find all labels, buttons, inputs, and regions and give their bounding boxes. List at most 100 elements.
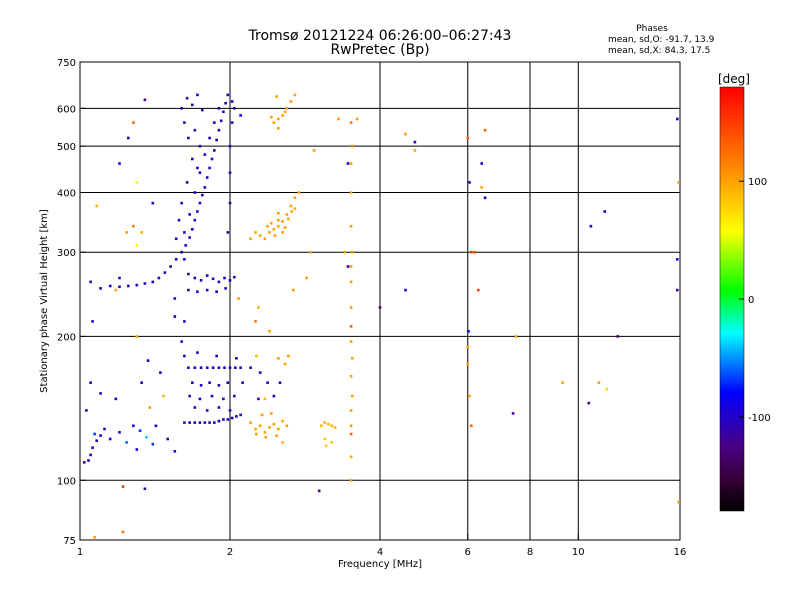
data-point	[188, 213, 191, 216]
data-point	[198, 421, 202, 424]
data-point	[145, 436, 148, 439]
data-point	[118, 162, 121, 165]
data-point	[466, 136, 469, 140]
data-point	[87, 459, 90, 462]
data-point	[283, 110, 287, 114]
stats-o-mode: mean, sd,O: -91.7, 13.9	[608, 35, 715, 45]
data-point	[226, 231, 230, 234]
data-point	[154, 424, 158, 428]
data-point	[470, 424, 473, 428]
data-point	[118, 276, 121, 280]
data-point	[249, 366, 252, 369]
data-point	[233, 275, 236, 279]
data-point	[270, 412, 273, 415]
data-point	[183, 121, 186, 124]
data-point	[268, 426, 271, 429]
data-point	[183, 320, 186, 323]
data-point	[323, 437, 327, 441]
data-point	[483, 128, 487, 132]
data-point	[114, 288, 118, 292]
data-point	[228, 171, 232, 174]
data-point	[143, 487, 147, 491]
data-point	[213, 121, 216, 124]
data-point	[239, 366, 242, 369]
data-point	[169, 265, 172, 268]
stats-title: Phases	[636, 24, 668, 34]
data-point	[258, 234, 262, 237]
data-point	[283, 362, 287, 366]
data-point	[118, 431, 121, 434]
data-point	[83, 461, 86, 464]
data-point	[108, 284, 112, 288]
data-point	[676, 117, 679, 121]
data-point	[217, 280, 221, 284]
data-point	[205, 288, 209, 292]
x-tick-label: 6	[465, 547, 471, 558]
data-point	[138, 429, 142, 432]
data-point	[277, 427, 280, 431]
data-point	[135, 181, 139, 184]
data-point	[226, 93, 230, 97]
y-tick-label: 75	[63, 536, 76, 547]
data-point	[676, 288, 679, 292]
data-point	[260, 413, 264, 417]
data-point	[281, 220, 284, 223]
data-point	[198, 397, 202, 401]
data-point	[272, 422, 276, 426]
data-point	[297, 191, 301, 194]
data-point	[89, 280, 92, 284]
data-point	[277, 357, 280, 360]
data-point	[91, 320, 94, 323]
data-point	[196, 351, 199, 354]
x-tick-label: 10	[572, 547, 585, 558]
data-point	[281, 114, 284, 117]
y-tick-label: 100	[57, 476, 76, 487]
data-point	[211, 277, 215, 281]
data-point	[235, 415, 238, 418]
data-point	[320, 424, 323, 428]
data-point	[198, 144, 202, 148]
data-point	[199, 384, 203, 387]
data-point	[349, 325, 353, 328]
data-point	[180, 107, 183, 110]
data-point	[270, 221, 273, 225]
data-point	[330, 441, 333, 444]
data-point	[95, 204, 98, 208]
data-point	[93, 536, 96, 539]
data-point	[193, 421, 197, 424]
data-point	[226, 418, 230, 421]
data-point	[258, 424, 262, 428]
data-point	[287, 217, 290, 221]
data-point	[180, 340, 183, 343]
data-point	[157, 276, 161, 280]
data-point	[188, 236, 191, 239]
data-point	[235, 357, 238, 360]
data-point	[208, 136, 211, 140]
x-tick-label: 8	[527, 547, 533, 558]
data-point	[285, 424, 289, 428]
data-point	[287, 354, 290, 358]
data-point	[146, 359, 150, 362]
colorbar-tick-label: 100	[748, 177, 767, 188]
data-point	[255, 432, 258, 436]
data-point	[193, 406, 197, 409]
data-point	[277, 218, 280, 222]
stats-x-mode: mean, sd,X: 84.3, 17.5	[608, 46, 710, 56]
data-point	[468, 394, 471, 398]
data-point	[223, 276, 226, 280]
data-point	[215, 138, 218, 142]
data-point	[213, 149, 216, 152]
data-point	[91, 446, 94, 449]
data-point	[151, 201, 155, 205]
data-point	[191, 381, 194, 384]
data-point	[217, 128, 221, 132]
data-point	[277, 224, 280, 228]
data-point	[210, 394, 214, 398]
data-point	[185, 181, 189, 184]
x-axis-label: Frequency [MHz]	[338, 559, 422, 570]
data-point	[159, 371, 162, 374]
data-point	[228, 201, 232, 205]
data-point	[278, 381, 282, 384]
data-point	[605, 388, 608, 391]
data-point	[132, 121, 135, 124]
